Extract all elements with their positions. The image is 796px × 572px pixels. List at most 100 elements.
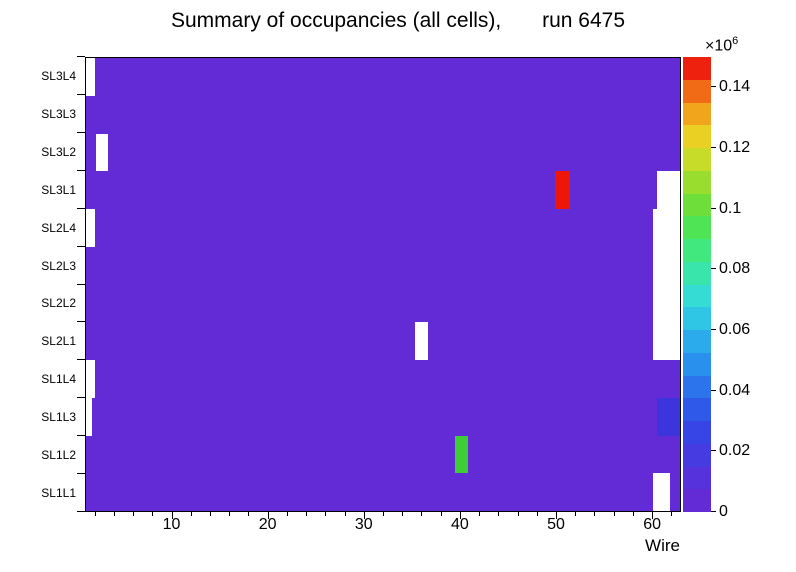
heatmap-cell-sl3l1: [657, 171, 680, 209]
colorbar-tick: [711, 511, 716, 512]
colorbar-band: [683, 488, 711, 512]
colorbar-band: [683, 261, 711, 285]
heatmap-cell-sl2l1: [653, 322, 680, 361]
colorbar-tick-label: 0.08: [719, 260, 751, 278]
x-axis-minor-tick: [286, 512, 288, 516]
colorbar-band: [683, 79, 711, 103]
y-axis-label-sl1l3: SL1L3: [41, 410, 76, 425]
y-axis-label-sl3l2: SL3L2: [41, 144, 76, 159]
colorbar-band: [683, 57, 711, 80]
y-axis-ticks: [77, 56, 85, 512]
x-axis-minor-tick: [632, 512, 634, 516]
colorbar-tick: [711, 207, 716, 209]
x-axis-tick-label: 40: [450, 516, 469, 533]
x-axis-minor-tick: [190, 512, 192, 516]
colorbar-tick: [711, 450, 716, 452]
y-axis-tick: [77, 207, 85, 209]
colorbar-band: [683, 215, 711, 239]
x-axis-minor-tick: [498, 512, 500, 516]
colorbar-tick: [711, 389, 716, 391]
colorbar-tick-label: 0: [719, 503, 728, 520]
heatmap-cell-sl2l1: [414, 322, 429, 361]
y-axis-tick: [77, 93, 85, 95]
x-axis-minor-tick: [248, 512, 250, 516]
y-axis-tick: [77, 473, 85, 475]
colorbar-tick: [711, 268, 716, 270]
colorbar-ticks: [711, 57, 716, 512]
x-axis-minor-tick: [440, 512, 442, 516]
x-axis-major-tick: [459, 512, 461, 519]
colorbar-band: [683, 124, 711, 148]
colorbar-band: [683, 238, 711, 262]
y-axis-tick: [77, 397, 85, 399]
y-axis-label-sl2l1: SL2L1: [41, 334, 76, 349]
x-axis-tick-label: 30: [354, 516, 373, 533]
multiplier-exponent: 6: [732, 35, 739, 47]
x-axis-minor-tick: [152, 512, 154, 516]
x-axis-minor-tick: [671, 512, 673, 516]
y-axis-labels: SL1L1 SL1L2 SL1L3 SL1L4 SL2L1 SL2L2 SL2L3 SL2L4…: [0, 57, 76, 512]
x-axis-major-tick: [267, 512, 269, 519]
y-axis-label-sl1l1: SL1L1: [41, 486, 76, 501]
colorbar-tick-label: 0.14: [719, 78, 751, 96]
colorbar-band: [683, 101, 711, 126]
x-axis-minor-tick: [113, 512, 115, 516]
colorbar-band: [683, 306, 711, 330]
x-axis-major-tick: [652, 512, 654, 519]
heatmap-cell-sl2l2: [653, 284, 680, 323]
x-axis-minor-tick: [94, 512, 96, 516]
x-axis-minor-tick: [613, 512, 615, 516]
x-axis-tick-label: 10: [162, 516, 181, 533]
heatmap-cell-sl1l3: [657, 397, 680, 436]
y-axis-tick: [77, 435, 85, 437]
y-axis-label-sl2l2: SL2L2: [41, 296, 76, 311]
colorbar-tick: [711, 147, 716, 148]
y-axis-tick: [77, 283, 85, 285]
heatmap-cell-sl2l3: [653, 246, 680, 285]
x-axis-major-tick: [363, 512, 365, 519]
heatmap-cell-sl1l4: [86, 360, 95, 398]
y-axis-tick: [77, 359, 85, 361]
x-axis-minor-tick: [536, 512, 538, 516]
y-axis-label-sl3l1: SL3L1: [41, 182, 76, 197]
chart-title: Summary of occupancies (all cells), run …: [170, 9, 626, 32]
heatmap-cell-sl2l4: [653, 209, 680, 247]
x-axis-minor-tick: [575, 512, 577, 516]
heatmap-cell-sl3l1: [555, 171, 570, 209]
colorbar-multiplier: ×106: [705, 36, 738, 54]
y-axis-label-sl3l3: SL3L3: [41, 106, 76, 121]
y-axis-tick: [77, 131, 85, 133]
heatmap-cell-sl1l2: [454, 435, 469, 474]
colorbar-tick: [711, 86, 716, 88]
colorbar-band: [683, 397, 711, 421]
y-axis-tick: [77, 511, 85, 512]
x-axis-ticks: [85, 512, 681, 520]
y-axis-label-sl1l4: SL1L4: [41, 372, 76, 387]
y-axis-label-sl2l3: SL2L3: [41, 258, 76, 273]
y-axis-tick: [77, 245, 85, 247]
x-axis-tick-label: 50: [547, 516, 565, 533]
colorbar-band: [683, 147, 711, 171]
colorbar: [683, 57, 711, 512]
y-axis-label-sl1l2: SL1L2: [41, 448, 76, 463]
x-axis-minor-tick: [517, 512, 519, 516]
colorbar-band: [683, 283, 711, 308]
heatmap-cell-sl1l1: [653, 473, 671, 511]
colorbar-tick-label: 0.1: [719, 199, 742, 217]
colorbar-band: [683, 170, 711, 194]
y-axis-label-sl2l4: SL2L4: [41, 220, 76, 235]
colorbar-band: [683, 329, 711, 353]
x-axis-minor-tick: [383, 512, 384, 516]
x-axis-major-tick: [171, 512, 173, 519]
colorbar-tick-label: 0.12: [719, 139, 751, 156]
heatmap-cell-sl1l3: [86, 397, 92, 436]
x-axis-minor-tick: [306, 512, 308, 516]
x-axis-minor-tick: [594, 512, 596, 516]
colorbar-band: [683, 465, 711, 490]
colorbar-band: [683, 374, 711, 399]
y-axis-label-sl3l4: SL3L4: [41, 68, 76, 83]
plot-area: [85, 57, 681, 512]
colorbar-tick-label: 0.06: [719, 321, 751, 338]
x-axis-tick-labels: 10 20 30 40 50 60: [85, 517, 681, 537]
x-axis-minor-tick: [479, 512, 481, 516]
